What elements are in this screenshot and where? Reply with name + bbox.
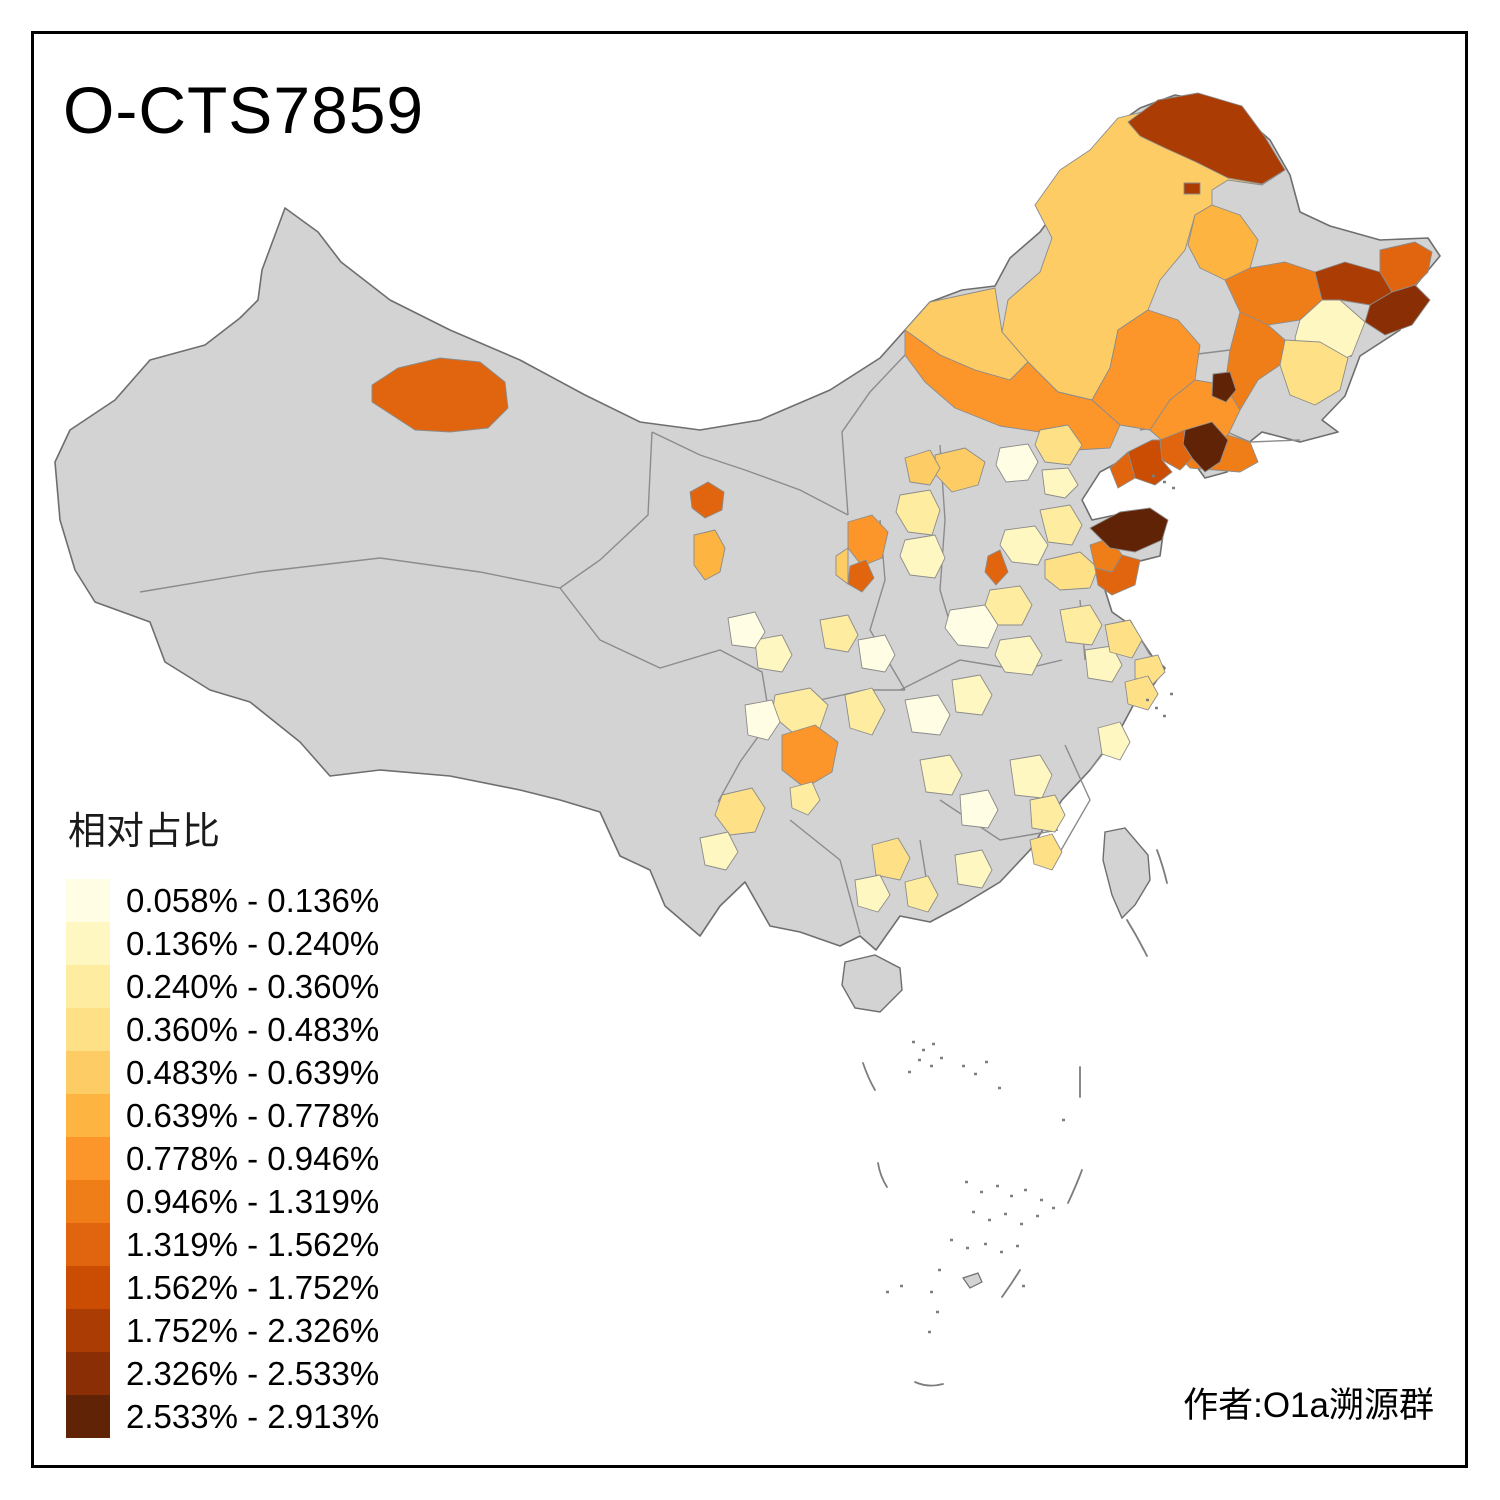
legend-swatch xyxy=(66,1395,110,1438)
legend-swatch xyxy=(66,1309,110,1352)
plot-frame xyxy=(31,31,1468,1468)
legend-label: 2.533% - 2.913% xyxy=(126,1397,380,1435)
legend-swatch xyxy=(66,1266,110,1309)
legend-label: 2.326% - 2.533% xyxy=(126,1354,380,1392)
hainan-island xyxy=(841,954,903,1013)
legend-label: 0.639% - 0.778% xyxy=(126,1096,380,1134)
legend-swatch xyxy=(66,922,110,965)
legend-swatch xyxy=(66,1008,110,1051)
legend-label: 0.360% - 0.483% xyxy=(126,1010,380,1048)
legend-label: 0.946% - 1.319% xyxy=(126,1182,380,1220)
legend-swatch xyxy=(66,1094,110,1137)
attribution: 作者:O1a溯源群 xyxy=(1183,1386,1434,1425)
legend-swatch xyxy=(66,879,110,922)
legend-item: 0.360% - 0.483% xyxy=(66,1008,379,1051)
legend-item: 1.319% - 1.562% xyxy=(66,1223,379,1266)
legend-swatch xyxy=(66,1352,110,1395)
legend-label: 0.058% - 0.136% xyxy=(126,881,380,919)
legend-item: 0.240% - 0.360% xyxy=(66,965,379,1008)
island-dots xyxy=(886,474,1175,1334)
legend-item: 0.778% - 0.946% xyxy=(66,1137,379,1180)
legend: 相对占比 0.058% - 0.136% 0.136% - 0.240% 0.240… xyxy=(66,800,379,1438)
legend-label: 0.240% - 0.360% xyxy=(126,967,380,1005)
legend-title: 相对占比 xyxy=(68,811,221,853)
legend-swatch xyxy=(66,1051,110,1094)
legend-swatch xyxy=(66,1223,110,1266)
legend-item: 0.946% - 1.319% xyxy=(66,1180,379,1223)
legend-item: 0.483% - 0.639% xyxy=(66,1051,379,1094)
legend-label: 0.483% - 0.639% xyxy=(126,1053,380,1091)
legend-item: 1.752% - 2.326% xyxy=(66,1309,379,1352)
legend-label: 0.778% - 0.946% xyxy=(126,1139,380,1177)
legend-item: 0.639% - 0.778% xyxy=(66,1094,379,1137)
legend-swatch xyxy=(66,1180,110,1223)
taiwan-island xyxy=(1102,827,1151,920)
legend-swatch xyxy=(66,1137,110,1180)
legend-label: 1.319% - 1.562% xyxy=(126,1225,380,1263)
legend-label: 0.136% - 0.240% xyxy=(126,924,380,962)
legend-item: 0.058% - 0.136% xyxy=(66,879,379,922)
legend-label: 1.752% - 2.326% xyxy=(126,1311,380,1349)
legend-label: 1.562% - 1.752% xyxy=(126,1268,380,1306)
legend-item: 2.326% - 2.533% xyxy=(66,1352,379,1395)
legend-item: 1.562% - 1.752% xyxy=(66,1266,379,1309)
legend-rows: 0.058% - 0.136% 0.136% - 0.240% 0.240% - 0… xyxy=(66,879,379,1438)
pratas-island xyxy=(962,1272,983,1289)
page-title: O-CTS7859 xyxy=(63,73,425,147)
nine-dash-line xyxy=(862,849,1168,1387)
legend-item: 2.533% - 2.913% xyxy=(66,1395,379,1438)
region-patches xyxy=(371,92,1433,913)
legend-item: 0.136% - 0.240% xyxy=(66,922,379,965)
legend-swatch xyxy=(66,965,110,1008)
